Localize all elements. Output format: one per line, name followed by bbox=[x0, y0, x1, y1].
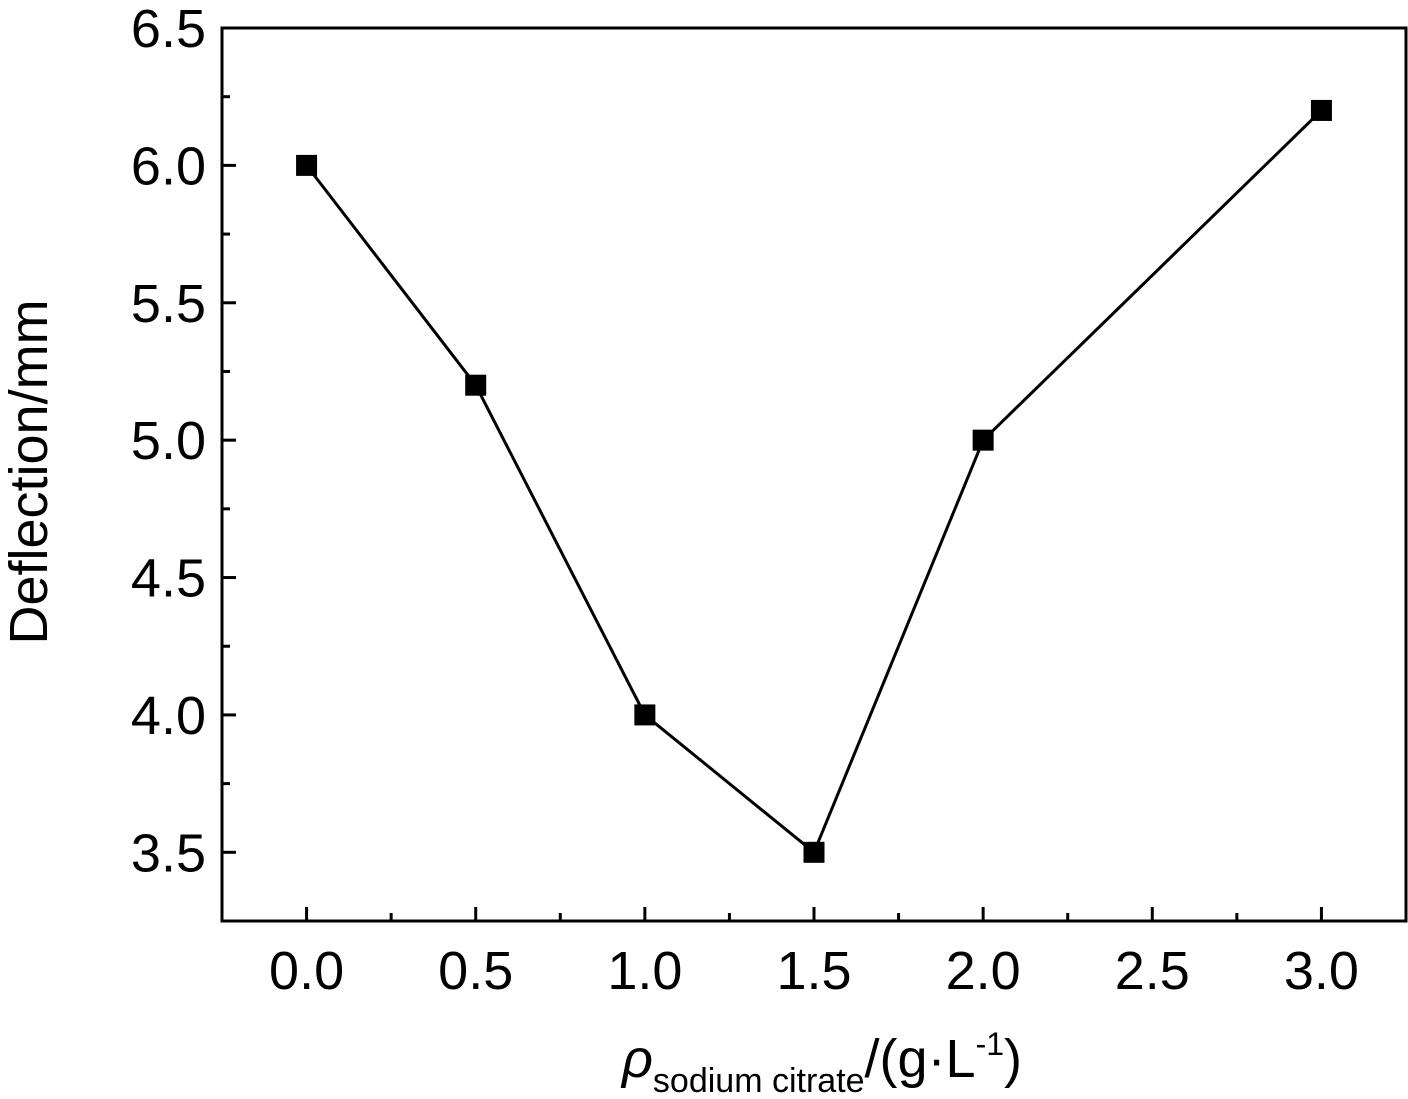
x-tick-label: 2.5 bbox=[1115, 941, 1190, 1001]
x-axis-title-unit-prefix: /(g·L bbox=[865, 1029, 976, 1089]
data-point-marker bbox=[296, 154, 318, 176]
x-tick-label: 1.5 bbox=[776, 941, 851, 1001]
series-markers bbox=[296, 99, 1332, 863]
series-line-segment bbox=[305, 164, 477, 387]
x-axis-title-symbol: ρ bbox=[620, 1029, 653, 1089]
data-point-marker bbox=[803, 841, 825, 863]
series-line-segment bbox=[812, 439, 985, 853]
y-tick-label: 5.0 bbox=[131, 411, 206, 471]
data-point-marker bbox=[465, 374, 487, 396]
y-axis-title: Deflection/mm bbox=[0, 299, 59, 644]
data-point-marker bbox=[972, 429, 994, 451]
x-tick-label: 0.0 bbox=[269, 941, 344, 1001]
series-lines bbox=[305, 109, 1323, 854]
plot-frame bbox=[220, 26, 1408, 923]
y-tick-label: 4.5 bbox=[131, 549, 206, 609]
y-axis-tick-labels: 3.5 4.0 4.5 5.0 5.5 6.0 6.5 bbox=[131, 0, 206, 883]
y-tick-label: 6.5 bbox=[131, 0, 206, 59]
y-tick-label: 3.5 bbox=[131, 823, 206, 883]
series-line-segment bbox=[643, 713, 815, 854]
x-tick-label: 2.0 bbox=[946, 941, 1021, 1001]
series-line-segment bbox=[982, 109, 1323, 442]
y-tick-label: 4.0 bbox=[131, 686, 206, 746]
y-tick-label: 5.5 bbox=[131, 274, 206, 334]
data-point-marker bbox=[1310, 99, 1332, 121]
y-tick-label: 6.0 bbox=[131, 136, 206, 196]
y-axis-ticks bbox=[222, 26, 236, 854]
x-axis-ticks bbox=[305, 907, 1323, 921]
x-axis-title: ρsodium citrate/(g·L-1) bbox=[620, 1026, 1022, 1099]
x-tick-label: 0.5 bbox=[438, 941, 513, 1001]
x-axis-title-unit-suffix: ) bbox=[1004, 1029, 1022, 1089]
x-axis-title-subscript: sodium citrate bbox=[653, 1062, 865, 1099]
data-point-marker bbox=[634, 704, 656, 726]
x-tick-label: 1.0 bbox=[607, 941, 682, 1001]
series-line-segment bbox=[474, 384, 647, 716]
x-axis-title-superscript: -1 bbox=[976, 1026, 1004, 1062]
x-tick-label: 3.0 bbox=[1284, 941, 1359, 1001]
x-axis-tick-labels: 0.0 0.5 1.0 1.5 2.0 2.5 3.0 bbox=[269, 941, 1359, 1001]
